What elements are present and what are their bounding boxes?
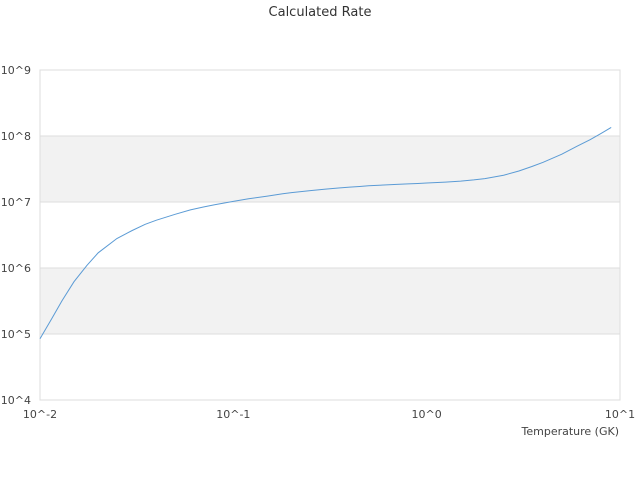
plot-area — [39, 69, 621, 401]
grid-band — [40, 70, 620, 136]
grid-band — [40, 202, 620, 268]
x-axis: 10^-2 10^-1 10^0 10^1 — [23, 408, 635, 421]
y-tick-label: 10^7 — [1, 196, 31, 209]
y-tick-label: 10^5 — [1, 328, 31, 341]
chart-title: Calculated Rate — [269, 5, 372, 20]
x-axis-label: Temperature (GK) — [521, 425, 620, 438]
x-tick-label: 10^-1 — [216, 408, 250, 421]
y-tick-label: 10^4 — [1, 394, 31, 407]
y-tick-label: 10^6 — [1, 262, 31, 275]
y-axis: 10^4 10^5 10^6 10^7 10^8 10^9 — [1, 64, 31, 407]
series-line — [39, 126, 612, 339]
grid-band — [40, 334, 620, 400]
x-tick-label: 10^1 — [605, 408, 635, 421]
x-tick-label: 10^-2 — [23, 408, 57, 421]
y-tick-label: 10^8 — [1, 130, 31, 143]
y-tick-label: 10^9 — [1, 64, 31, 77]
grid-bands — [40, 70, 620, 400]
grid-band — [40, 268, 620, 334]
series-layer — [39, 126, 612, 339]
grid-band — [40, 136, 620, 202]
x-tick-label: 10^0 — [412, 408, 442, 421]
